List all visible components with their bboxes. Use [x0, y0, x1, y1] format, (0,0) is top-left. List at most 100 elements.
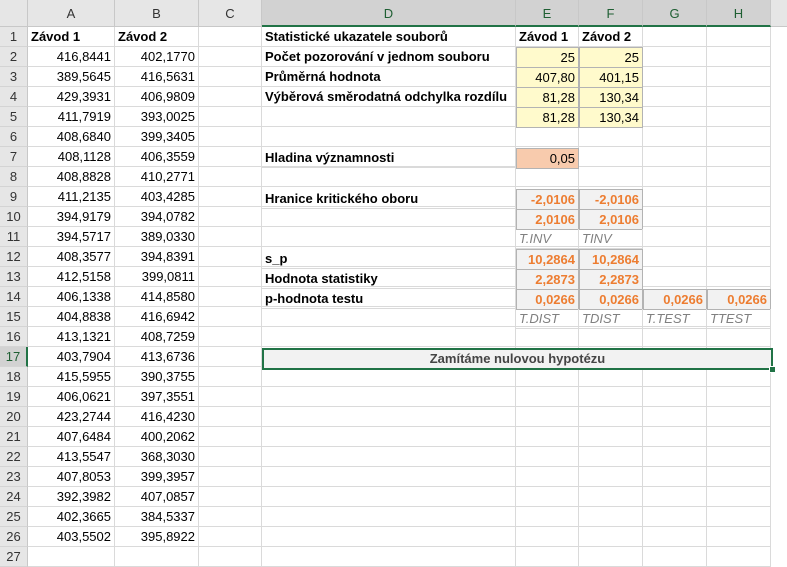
grid-cell[interactable]: [643, 387, 707, 407]
row-header-11[interactable]: 11: [0, 227, 28, 247]
grid-cell[interactable]: [199, 527, 262, 547]
row-header-9[interactable]: 9: [0, 187, 28, 207]
grid-cell[interactable]: [262, 467, 516, 487]
grid-cell[interactable]: [643, 187, 707, 207]
alpha-value[interactable]: 0,05: [516, 148, 579, 169]
column-header-c[interactable]: C: [199, 0, 262, 27]
grid-cell[interactable]: [707, 27, 771, 47]
cell-b-value[interactable]: 395,8922: [115, 527, 199, 547]
cell-b-value[interactable]: 399,3957: [115, 467, 199, 487]
cell-b-value[interactable]: 390,3755: [115, 367, 199, 387]
header-zavod2[interactable]: Závod 2: [579, 27, 643, 47]
grid-cell[interactable]: [199, 47, 262, 67]
sp-value-2[interactable]: 10,2864: [579, 249, 643, 270]
row-header-16[interactable]: 16: [0, 327, 28, 347]
grid-cell[interactable]: [707, 367, 771, 387]
grid-cell[interactable]: [199, 167, 262, 187]
grid-cell[interactable]: [262, 527, 516, 547]
grid-cell[interactable]: [262, 327, 516, 347]
column-header-g[interactable]: G: [643, 0, 707, 27]
grid-cell[interactable]: [199, 67, 262, 87]
cell-b-value[interactable]: 400,2062: [115, 427, 199, 447]
row-header-25[interactable]: 25: [0, 507, 28, 527]
cell-b-value[interactable]: 410,2771: [115, 167, 199, 187]
cell-b-value[interactable]: 408,7259: [115, 327, 199, 347]
grid-cell[interactable]: [516, 327, 579, 347]
sp-value-1[interactable]: 10,2864: [516, 249, 579, 270]
grid-cell[interactable]: [707, 467, 771, 487]
cell-a-value[interactable]: 392,3982: [28, 487, 115, 507]
grid-cell[interactable]: [643, 447, 707, 467]
cell-a-value[interactable]: 407,6484: [28, 427, 115, 447]
row-header-2[interactable]: 2: [0, 47, 28, 67]
cell-b-value[interactable]: 414,8580: [115, 287, 199, 307]
grid-cell[interactable]: [643, 107, 707, 127]
grid-cell[interactable]: [262, 107, 516, 127]
grid-cell[interactable]: [199, 287, 262, 307]
sd-zavod1[interactable]: 81,28: [516, 87, 579, 108]
header-b-zavod2[interactable]: Závod 2: [115, 27, 199, 47]
grid-cell[interactable]: [643, 407, 707, 427]
cell-a-value[interactable]: 404,8838: [28, 307, 115, 327]
grid-cell[interactable]: [643, 127, 707, 147]
grid-cell[interactable]: [707, 407, 771, 427]
label-alpha[interactable]: Hladina významnosti: [262, 148, 516, 168]
fn-label-tdist2[interactable]: TDIST: [579, 309, 643, 329]
cell-a-value[interactable]: 403,7904: [28, 347, 115, 367]
grid-cell[interactable]: [199, 447, 262, 467]
grid-cell[interactable]: [643, 367, 707, 387]
grid-cell[interactable]: [516, 407, 579, 427]
statistic-value-2[interactable]: 2,2873: [579, 269, 643, 290]
grid-cell[interactable]: [516, 527, 579, 547]
grid-cell[interactable]: [199, 147, 262, 167]
grid-cell[interactable]: [262, 447, 516, 467]
cell-b-value[interactable]: 393,0025: [115, 107, 199, 127]
grid-cell[interactable]: [707, 227, 771, 247]
grid-cell[interactable]: [643, 147, 707, 167]
crit-lower-tinv2[interactable]: -2,0106: [579, 189, 643, 210]
grid-cell[interactable]: [707, 147, 771, 167]
grid-cell[interactable]: [579, 487, 643, 507]
column-header-b[interactable]: B: [115, 0, 199, 27]
mean-zavod1[interactable]: 407,80: [516, 67, 579, 88]
grid-cell[interactable]: [707, 487, 771, 507]
grid-cell[interactable]: [707, 327, 771, 347]
grid-cell[interactable]: [643, 267, 707, 287]
grid-cell[interactable]: [643, 507, 707, 527]
label-statistic[interactable]: Hodnota statistiky: [262, 269, 516, 289]
grid-cell[interactable]: [707, 47, 771, 67]
fn-label-tdist[interactable]: T.DIST: [516, 309, 579, 329]
grid-cell[interactable]: [707, 87, 771, 107]
grid-cell[interactable]: [579, 547, 643, 567]
pvalue-tdist2[interactable]: 0,0266: [579, 289, 643, 310]
row-header-10[interactable]: 10: [0, 207, 28, 227]
count-zavod2[interactable]: 25: [579, 47, 643, 68]
grid-cell[interactable]: [643, 167, 707, 187]
cell-b-value[interactable]: 389,0330: [115, 227, 199, 247]
cell-a-value[interactable]: 413,1321: [28, 327, 115, 347]
sd2-zavod2[interactable]: 130,34: [579, 107, 643, 128]
cell-b-value[interactable]: 402,1770: [115, 47, 199, 67]
grid-cell[interactable]: [262, 227, 516, 247]
grid-cell[interactable]: [707, 267, 771, 287]
grid-cell[interactable]: [516, 167, 579, 187]
cell-a-value[interactable]: 406,1338: [28, 287, 115, 307]
grid-cell[interactable]: [199, 307, 262, 327]
grid-cell[interactable]: [643, 47, 707, 67]
fn-label-tinv2[interactable]: TINV: [579, 229, 643, 249]
grid-cell[interactable]: [516, 387, 579, 407]
grid-cell[interactable]: [707, 547, 771, 567]
cell-b-value[interactable]: 406,3559: [115, 147, 199, 167]
label-mean[interactable]: Průměrná hodnota: [262, 67, 516, 87]
grid-cell[interactable]: [199, 187, 262, 207]
sd2-zavod1[interactable]: 81,28: [516, 107, 579, 128]
grid-cell[interactable]: [199, 27, 262, 47]
cell-b-value[interactable]: 394,0782: [115, 207, 199, 227]
grid-cell[interactable]: [579, 167, 643, 187]
row-header-27[interactable]: 27: [0, 547, 28, 567]
grid-cell[interactable]: [579, 507, 643, 527]
grid-cell[interactable]: [707, 67, 771, 87]
grid-cell[interactable]: [262, 387, 516, 407]
pvalue-tdist[interactable]: 0,0266: [516, 289, 579, 310]
grid-cell[interactable]: [707, 207, 771, 227]
